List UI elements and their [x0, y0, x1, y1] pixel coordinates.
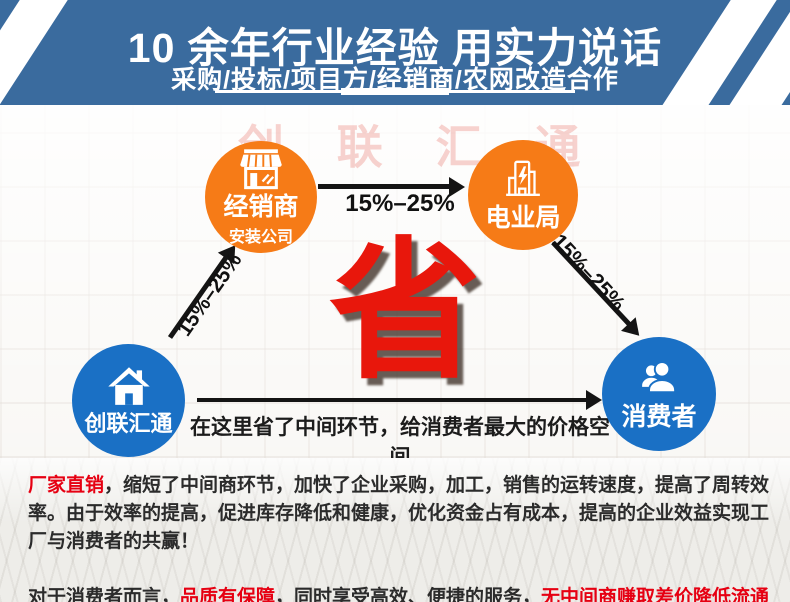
storefront-icon: [240, 149, 282, 189]
node-dealer-label: 经销商: [223, 192, 299, 221]
description-section: 厂家直销，缩短了中间商环节，加快了企业采购，加工，销售的运转速度，提高了周转效率…: [0, 458, 790, 602]
paragraph-consumer-benefit: 对于消费者而言，品质有保障，同时享受高效、便捷的服务，无中间商赚取差价降低流通成…: [28, 584, 772, 602]
node-company: 创联汇通: [72, 344, 185, 457]
node-dealer-sublabel: 安装公司: [228, 229, 293, 247]
diagram-caption: 在这里省了中间环节，给消费者最大的价格空间: [190, 416, 610, 458]
header-divider-accent: [341, 88, 449, 95]
node-power-bureau-label: 电业局: [485, 203, 561, 232]
power-building-icon: [506, 160, 540, 196]
paragraph-consumer-text-2: ，同时享受高效、便捷的服务，: [275, 587, 542, 602]
header-banner: 10 余年行业经验 用实力说话 采购/投标/项目方/经销商/农网改造合作: [0, 0, 790, 105]
page-title: 10 余年行业经验 用实力说话: [127, 25, 663, 71]
flow-diagram: 创 联 汇 通 15%–25% 15%–25% 15%–25% 在这里省了中间环…: [0, 105, 790, 458]
node-power-bureau: 电业局: [468, 140, 578, 250]
arrow-label-company-to-dealer: 15%–25%: [172, 248, 247, 341]
highlight-factory-direct: 厂家直销: [28, 475, 105, 496]
node-company-label: 创联汇通: [84, 410, 173, 436]
paragraph-factory-direct-text: ，缩短了中间商环节，加快了企业采购，加工，销售的运转速度，提高了周转效率。由于效…: [28, 475, 770, 552]
arrow-label-dealer-to-bureau: 15%–25%: [345, 190, 455, 217]
arrow-company-to-consumer: [197, 398, 587, 402]
paragraph-consumer-text-1: 对于消费者而言，: [28, 587, 181, 602]
node-consumer: 消费者: [602, 337, 716, 451]
highlight-no-middleman: 无中间商赚取差价降低流通成本: [541, 587, 770, 602]
people-icon: [642, 360, 677, 393]
node-dealer: 经销商 安装公司: [205, 141, 317, 253]
paragraph-factory-direct: 厂家直销，缩短了中间商环节，加快了企业采购，加工，销售的运转速度，提高了周转效率…: [28, 472, 772, 556]
home-icon: [107, 367, 150, 405]
node-consumer-label: 消费者: [621, 402, 697, 431]
save-character: 省: [329, 227, 481, 397]
header-divider: [215, 88, 575, 95]
highlight-quality-guarantee: 品质有保障: [180, 587, 276, 602]
arrow-dealer-to-bureau: [318, 184, 450, 189]
